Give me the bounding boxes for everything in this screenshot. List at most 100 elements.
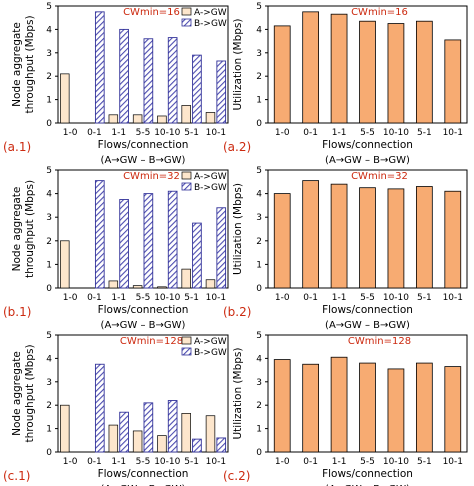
y-tick-label: 0: [256, 448, 262, 458]
x-tick-label: 10-10: [383, 457, 409, 467]
y-tick-label: 0: [256, 284, 262, 294]
x-tick-label: 1-1: [111, 293, 126, 303]
bar-utilization: [273, 25, 291, 124]
legend-swatch-a: [181, 171, 192, 180]
legend-swatch-a: [181, 7, 192, 16]
panel-label: (c.1): [3, 469, 30, 483]
x-tick-label: 10-1: [443, 128, 463, 138]
bar-a-gw: [157, 115, 167, 124]
legend: A->GWB->GW: [181, 171, 227, 193]
x-tick-label: 1-1: [332, 128, 347, 138]
legend-label-a: A->GW: [194, 172, 227, 182]
legend: A->GWB->GW: [181, 336, 227, 358]
legend-swatch-b: [181, 347, 192, 356]
bar-b-gw: [119, 199, 129, 289]
bar-b-gw: [94, 11, 105, 124]
bar-utilization: [273, 359, 291, 453]
x-tick-label: 10-1: [443, 457, 463, 467]
bar-b-gw: [143, 38, 154, 124]
bar-b-gw: [167, 190, 178, 289]
x-tick-label: 10-10: [383, 128, 409, 138]
x-tick-label: 0-1: [87, 128, 102, 138]
bar-a-gw: [132, 114, 143, 124]
y-tick-label: 1: [256, 96, 262, 106]
bar-a-gw: [157, 435, 167, 453]
legend-label-b: B->GW: [194, 19, 227, 29]
x-tick-label: 5-5: [136, 293, 151, 303]
cwmin-annotation: CWmin=32: [123, 171, 180, 182]
legend-swatch-b: [181, 182, 192, 191]
y-tick-label: 2: [46, 237, 52, 247]
bar-utilization: [415, 186, 433, 289]
y-tick-label: 3: [46, 213, 52, 223]
y-tick-label: 0: [46, 448, 52, 458]
x-tick-label: 1-1: [332, 457, 347, 467]
x-tick-label: 5-5: [360, 457, 375, 467]
y-tick-label: 4: [46, 190, 52, 200]
panel-label: (b.1): [3, 305, 31, 319]
bar-utilization: [302, 180, 320, 289]
x-tick-label: 5-5: [360, 128, 375, 138]
y-tick-label: 2: [256, 237, 262, 247]
bar-a-gw: [157, 286, 167, 289]
x-tick-label: 5-1: [417, 128, 432, 138]
y-tick-label: 3: [256, 49, 262, 59]
x-axis-label: Flows/connection: [322, 468, 413, 480]
bar-a-gw: [181, 105, 191, 124]
bar-utilization: [444, 39, 462, 124]
bar-utilization: [330, 356, 348, 453]
bar-utilization: [330, 13, 348, 124]
y-axis-label: Utilization (Mbps): [232, 347, 244, 439]
x-tick-label: 10-10: [154, 457, 180, 467]
bar-utilization: [444, 190, 462, 289]
y-tick-label: 5: [46, 2, 52, 12]
bar-utilization: [359, 362, 376, 453]
legend-swatch-a: [181, 336, 192, 345]
bar-a-gw: [181, 413, 191, 453]
legend-label-a: A->GW: [194, 337, 227, 347]
legend-label-b: B->GW: [194, 348, 227, 358]
bar-a-gw: [60, 240, 70, 289]
x-tick-label: 5-1: [184, 293, 199, 303]
x-tick-label: 5-1: [417, 293, 432, 303]
panel-label: (c.2): [223, 469, 250, 483]
y-tick-label: 2: [256, 72, 262, 82]
cwmin-annotation: CWmin=128: [120, 336, 183, 347]
y-tick-label: 4: [256, 25, 262, 35]
bar-a-gw: [205, 112, 216, 124]
x-tick-label: 1-1: [332, 293, 347, 303]
y-tick-label: 1: [46, 96, 52, 106]
y-tick-label: 4: [256, 354, 262, 364]
x-tick-label: 1-0: [275, 128, 290, 138]
y-tick-label: 5: [46, 166, 52, 176]
x-axis-sublabel: (A→GW – B→GW): [325, 155, 410, 166]
y-axis-label-line-2: throughput (Mbps): [24, 344, 36, 442]
bar-a-gw: [181, 268, 191, 289]
y-tick-label: 4: [46, 25, 52, 35]
y-axis-label-line-2: throughput (Mbps): [24, 180, 36, 278]
y-axis-label-line-1: Node aggregate: [11, 187, 23, 272]
bar-utilization: [387, 188, 405, 289]
x-axis-sublabel: (A→GW – B→GW): [101, 320, 186, 331]
cwmin-annotation: CWmin=16: [123, 7, 180, 18]
y-tick-label: 5: [256, 2, 262, 12]
chart-panel-6: 0 1 2 3 4 5 1-0 0-1 1-1 5-5 10-10 5-1 10-1 CWmin=128 U…: [223, 331, 468, 486]
y-axis-label-line-2: throughput (Mbps): [24, 15, 36, 113]
y-tick-label: 0: [46, 119, 52, 129]
y-tick-label: 1: [46, 260, 52, 270]
x-tick-label: 1-0: [63, 293, 78, 303]
bar-utilization: [387, 368, 405, 453]
x-tick-label: 5-1: [184, 457, 199, 467]
y-tick-label: 1: [256, 425, 262, 435]
x-axis-label: Flows/connection: [98, 139, 189, 151]
y-tick-label: 0: [256, 119, 262, 129]
y-tick-label: 5: [256, 331, 262, 341]
y-tick-label: 5: [256, 166, 262, 176]
y-tick-label: 3: [256, 378, 262, 388]
x-tick-label: 0-1: [303, 293, 318, 303]
bar-b-gw: [167, 37, 178, 124]
panel-label: (a.1): [3, 140, 31, 154]
bar-a-gw: [108, 424, 119, 453]
bar-a-gw: [132, 430, 143, 453]
